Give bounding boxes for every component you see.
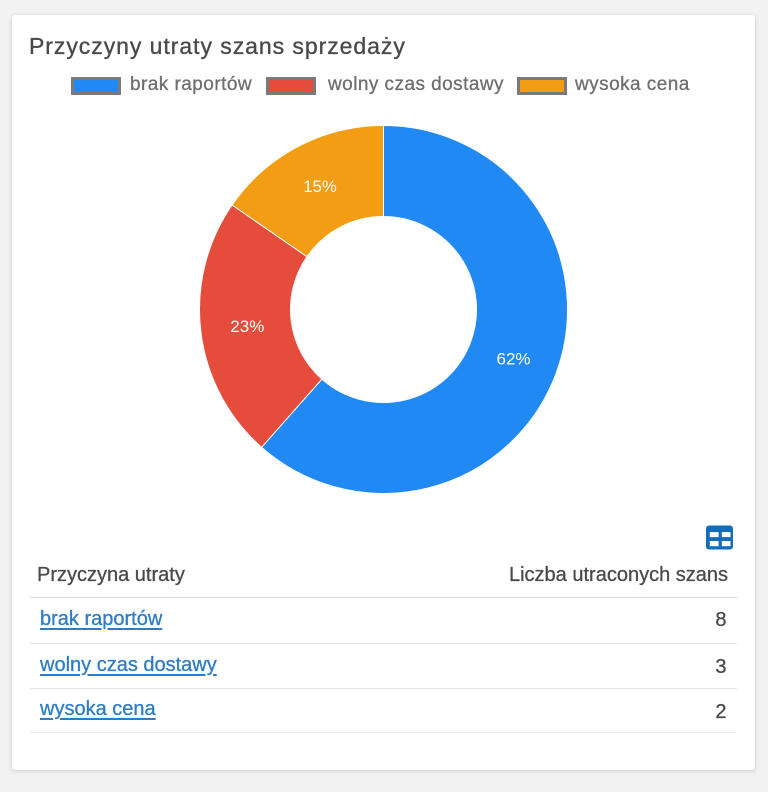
svg-text:23%: 23% (230, 317, 264, 336)
svg-text:62%: 62% (496, 349, 530, 368)
svg-text:15%: 15% (303, 177, 337, 196)
